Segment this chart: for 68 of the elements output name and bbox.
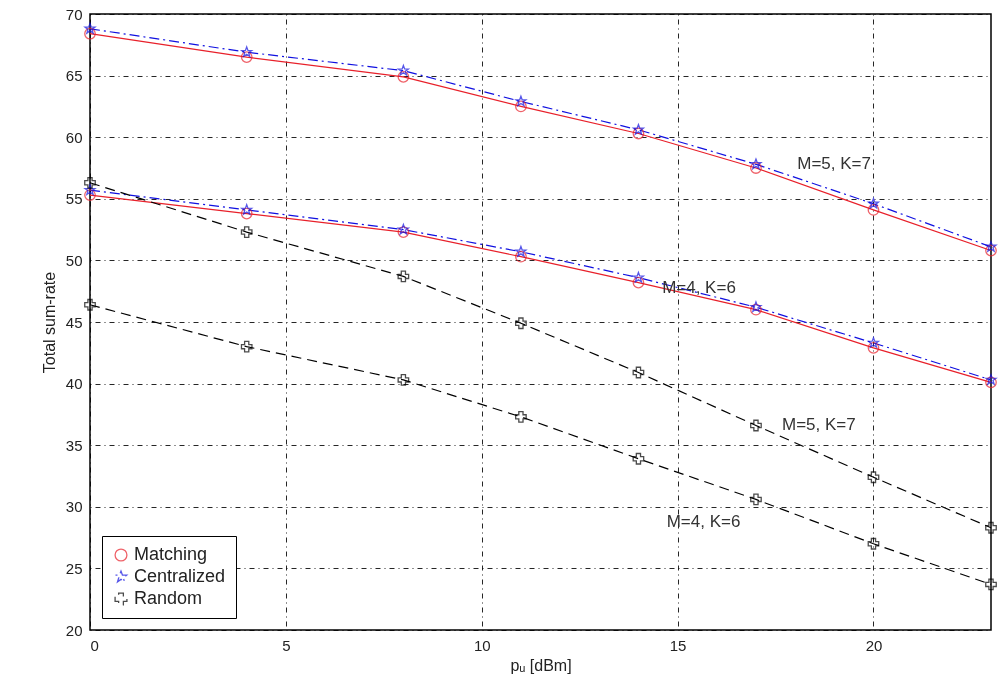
point [867,341,880,354]
point [240,226,253,238]
point [632,452,645,465]
point [241,203,253,215]
point [397,374,410,386]
point [985,240,997,252]
point [985,376,997,389]
point [515,100,527,113]
y-tick-label: 65 [65,67,83,85]
point [985,521,997,534]
y-tick-label: 40 [65,375,83,393]
point [515,410,527,423]
point [397,70,410,83]
legend-label: Centralized [134,566,226,586]
point [867,537,880,550]
annotation: M=4, K=6 [666,511,741,531]
point [397,64,410,76]
point [515,317,527,330]
point [867,197,880,209]
point [750,158,762,170]
x-tick-label: 15 [669,636,687,654]
y-tick-label: 50 [65,251,83,269]
point [750,493,762,506]
y-tick-label: 30 [65,498,83,516]
point [84,27,96,40]
point [84,176,96,189]
legend-label: Matching [134,544,208,564]
y-tick-label: 25 [65,559,83,577]
point [84,298,96,311]
point [515,245,527,257]
point [985,244,997,257]
x-tick-label: 0 [90,636,99,654]
x-axis-title: pᵤ [dBm] [510,656,572,674]
point [84,184,96,196]
point [515,95,527,107]
annotation: M=5, K=7 [797,154,871,174]
y-tick-label: 45 [65,313,83,331]
point [867,204,880,216]
point [515,250,527,263]
point [750,419,762,432]
x-tick-label: 10 [473,636,491,654]
point [241,46,253,58]
x-tick-label: 5 [282,636,291,654]
point [240,51,253,63]
point [632,271,645,283]
y-tick-label: 70 [65,5,83,23]
point [632,127,645,140]
point [985,578,997,591]
legend-label: Random [134,588,203,608]
point [632,276,645,289]
point [632,366,645,379]
y-tick-label: 55 [65,190,83,208]
point [84,189,96,201]
point [240,340,253,353]
y-tick-label: 20 [65,621,83,639]
point [867,337,880,348]
annotation: M=5, K=7 [781,415,856,435]
y-axis-title: Total sum-rate [40,271,58,374]
point [84,22,96,34]
point [240,207,253,220]
point [397,270,410,283]
point [867,471,880,484]
y-tick-label: 35 [65,436,83,454]
point [750,162,762,174]
y-tick-label: 60 [65,128,83,146]
x-tick-label: 20 [865,636,883,654]
point [632,123,645,135]
point [985,374,997,385]
